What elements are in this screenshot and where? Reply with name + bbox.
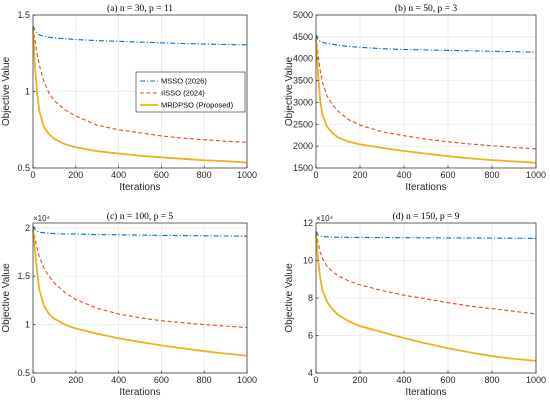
x-tick-label: 200: [68, 170, 83, 180]
y-tick-label: 1: [25, 320, 30, 330]
series-line-msso: [315, 34, 537, 53]
series-line-mrdpso: [32, 27, 248, 164]
y-tick-label: 2500: [293, 119, 313, 129]
series-line-msso: [315, 231, 537, 239]
y-tick-label: 4500: [293, 32, 313, 42]
x-tick-label: 600: [440, 375, 455, 385]
plot-area: [33, 223, 247, 373]
y-tick-label: 1.5: [17, 271, 30, 281]
y-axis-multiplier: ×10⁴: [316, 214, 334, 223]
x-tick-label: 0: [313, 375, 318, 385]
x-tick-label: 800: [197, 170, 212, 180]
x-tick-label: 400: [111, 170, 126, 180]
series-line-msso: [32, 25, 248, 46]
y-tick-label: 3000: [293, 97, 313, 107]
panel-title: (d) n = 150, p = 9: [393, 211, 460, 222]
y-axis-label: Objective Value: [284, 56, 295, 126]
y-tick-label: 12: [303, 218, 313, 228]
y-tick-label: 0.5: [17, 163, 30, 173]
x-tick-label: 1000: [526, 375, 546, 385]
x-tick-label: 1000: [237, 170, 257, 180]
x-tick-label: 600: [440, 170, 455, 180]
series-line-iisso: [32, 27, 248, 143]
y-tick-label: 10: [303, 256, 313, 266]
y-axis-multiplier: ×10⁴: [33, 214, 51, 223]
x-tick-label: 400: [396, 170, 411, 180]
chart-panel-2: 0 200 400 600 800 1000 0.5 1 1.5 2×10⁴ (c) n = 100…: [1, 211, 257, 398]
y-tick-label: 4000: [293, 54, 313, 64]
y-tick-label: 8: [308, 293, 313, 303]
y-tick-label: 3500: [293, 76, 313, 86]
y-axis-label: Objective Value: [284, 263, 295, 333]
y-tick-label: 1: [25, 87, 30, 97]
chart-panel-0: 0 200 400 600 800 1000 0.5 1 1.5 (a) n = 30, p = …: [1, 3, 257, 193]
y-tick-label: 6: [308, 331, 313, 341]
x-tick-label: 400: [111, 375, 126, 385]
legend: MSSO (2026) IISSO (2024) MRDPSO (Proposed): [135, 71, 246, 113]
y-tick-label: 4: [308, 368, 313, 378]
x-tick-label: 800: [484, 170, 499, 180]
series-line-iisso: [315, 36, 537, 150]
y-tick-label: 0.5: [17, 368, 30, 378]
x-tick-label: 200: [352, 170, 367, 180]
x-tick-label: 1000: [237, 375, 257, 385]
y-tick-label: 1.5: [17, 10, 30, 20]
series-line-mrdpso: [32, 229, 248, 357]
axes-box: [315, 14, 537, 169]
chart-panel-1: 0 200 400 600 800 1000 1500 2000 2500 3000 3500 400…: [284, 3, 546, 193]
legend-entry: IISSO (2024): [161, 89, 205, 98]
chart-panel-3: 0 200 400 600 800 1000 4 6 8 10 12 ×10⁴ (d) n = 150,…: [284, 211, 546, 398]
panel-title: (c) n = 100, p = 5: [107, 211, 174, 222]
panel-title: (a) n = 30, p = 11: [107, 3, 173, 14]
panel-title: (b) n = 50, p = 3: [395, 3, 457, 14]
series-line-mrdpso: [315, 38, 537, 164]
y-tick-label: 1500: [293, 163, 313, 173]
x-tick-label: 0: [30, 170, 35, 180]
series-line-iisso: [32, 227, 248, 329]
y-tick-label: 5000: [293, 10, 313, 20]
legend-entry: MRDPSO (Proposed): [161, 101, 234, 110]
y-tick-label: 2: [25, 223, 30, 233]
x-tick-label: 0: [30, 375, 35, 385]
legend-entry: MSSO (2026): [161, 77, 207, 86]
x-tick-label: 200: [352, 375, 367, 385]
y-axis-label: Objective Value: [1, 263, 12, 333]
x-tick-label: 800: [484, 375, 499, 385]
x-axis-label: Iterations: [119, 387, 160, 398]
x-tick-label: 1000: [526, 170, 546, 180]
plot-area: [316, 15, 536, 168]
series-line-iisso: [315, 232, 537, 315]
x-tick-label: 800: [197, 375, 212, 385]
x-tick-label: 600: [154, 375, 169, 385]
x-axis-label: Iterations: [405, 182, 446, 193]
y-axis-label: Objective Value: [1, 56, 12, 126]
x-tick-label: 400: [396, 375, 411, 385]
x-tick-label: 0: [313, 170, 318, 180]
y-tick-label: 2000: [293, 141, 313, 151]
x-axis-label: Iterations: [119, 182, 160, 193]
axes-box: [32, 222, 248, 374]
x-tick-label: 200: [68, 375, 83, 385]
series-line-mrdpso: [315, 234, 537, 362]
x-tick-label: 600: [154, 170, 169, 180]
x-axis-label: Iterations: [405, 387, 446, 398]
